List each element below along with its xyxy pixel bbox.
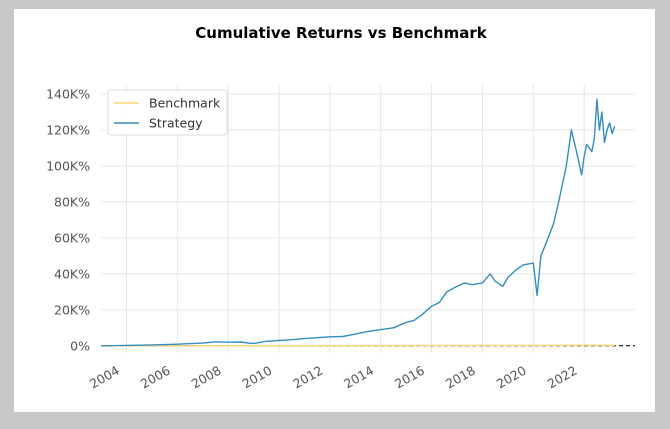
series-lines <box>100 98 616 347</box>
x-tick-label: 2006 <box>138 363 173 392</box>
y-tick-label: 140K% <box>46 86 90 101</box>
x-tick-label: 2016 <box>392 363 427 392</box>
x-tick-label: 2020 <box>494 363 529 392</box>
x-tick-label: 2010 <box>239 363 274 392</box>
x-tick-label: 2008 <box>189 363 224 392</box>
legend-label-strategy: Strategy <box>149 116 203 131</box>
y-tick-label: 100K% <box>46 158 90 173</box>
y-tick-label: 40K% <box>54 266 90 281</box>
x-tick-label: 2022 <box>545 363 580 392</box>
y-tick-label: 20K% <box>54 302 90 317</box>
y-tick-label: 60K% <box>54 230 90 245</box>
legend-label-benchmark: Benchmark <box>149 96 221 111</box>
cumulative-returns-chart: Cumulative Returns vs Benchmark 0% 20K% 40… <box>46 24 635 392</box>
x-tick-label: 2004 <box>87 363 122 392</box>
y-axis-ticks: 0% 20K% 40K% 60K% 80K% 100K% 120K% 140K% <box>46 86 90 353</box>
chart-title: Cumulative Returns vs Benchmark <box>195 24 487 42</box>
x-tick-label: 2012 <box>290 363 325 392</box>
y-tick-label: 120K% <box>46 122 90 137</box>
x-axis-ticks: 2004 2006 2008 2010 2012 2014 2016 2018 2020 2022 <box>87 363 580 392</box>
series-line-strategy <box>100 98 616 347</box>
series-line-benchmark <box>101 344 615 347</box>
x-tick-label: 2014 <box>341 363 376 392</box>
y-tick-label: 0% <box>70 338 90 353</box>
grid-lines <box>101 85 635 353</box>
chart-frame: Cumulative Returns vs Benchmark 0% 20K% 40… <box>14 9 655 412</box>
y-tick-label: 80K% <box>54 194 90 209</box>
x-tick-label: 2018 <box>443 363 478 392</box>
legend[interactable]: Benchmark Strategy <box>107 89 228 136</box>
